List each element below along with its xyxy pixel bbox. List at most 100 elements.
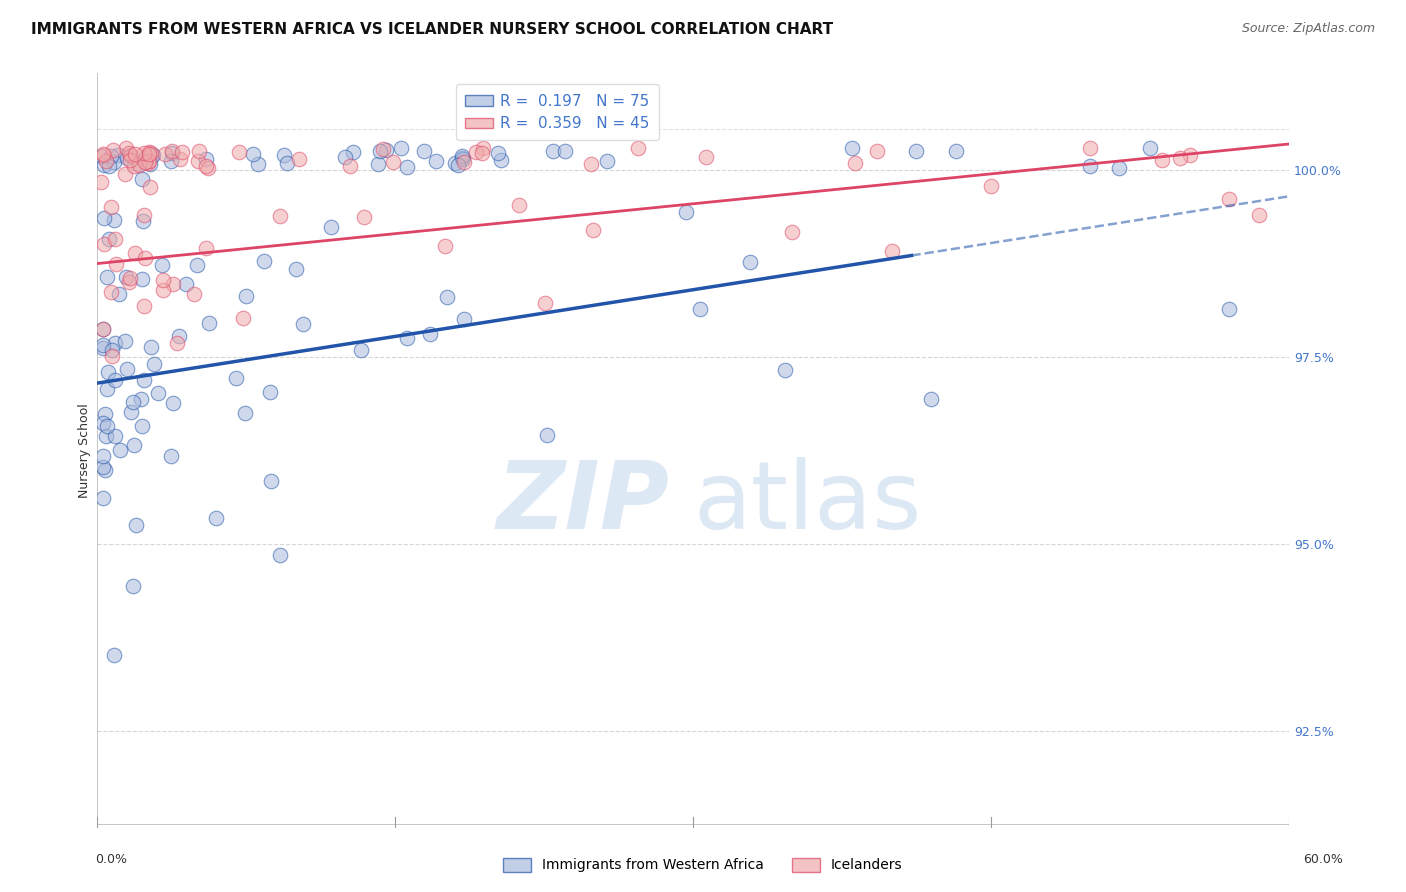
Legend: R =  0.197   N = 75, R =  0.359   N = 45: R = 0.197 N = 75, R = 0.359 N = 45 xyxy=(456,85,659,140)
Point xyxy=(91,322,114,336)
Point xyxy=(453,155,475,169)
Point xyxy=(259,384,281,399)
Point xyxy=(131,392,153,407)
Point xyxy=(382,155,405,169)
Text: ZIP: ZIP xyxy=(496,458,669,549)
Point xyxy=(136,150,159,164)
Point xyxy=(395,331,418,345)
Point xyxy=(101,143,124,157)
Point xyxy=(1078,141,1101,155)
Point xyxy=(197,317,219,331)
Text: IMMIGRANTS FROM WESTERN AFRICA VS ICELANDER NURSERY SCHOOL CORRELATION CHART: IMMIGRANTS FROM WESTERN AFRICA VS ICELAN… xyxy=(31,22,834,37)
Point xyxy=(1178,148,1201,162)
Point xyxy=(152,273,174,287)
Point xyxy=(115,141,138,155)
Point xyxy=(228,145,250,159)
Point xyxy=(627,141,650,155)
Point xyxy=(134,209,156,223)
Point xyxy=(150,258,173,272)
Point xyxy=(103,648,125,662)
Point xyxy=(980,179,1002,194)
Point xyxy=(93,237,115,252)
Point xyxy=(444,156,467,170)
Point xyxy=(132,373,155,387)
Point xyxy=(1218,302,1240,317)
Point xyxy=(94,407,117,421)
Text: atlas: atlas xyxy=(693,458,921,549)
Point xyxy=(121,578,143,592)
Point xyxy=(134,299,156,313)
Point xyxy=(96,382,118,396)
Point xyxy=(269,210,291,224)
Point xyxy=(1168,151,1191,165)
Point xyxy=(339,159,361,173)
Point xyxy=(489,153,512,168)
Point xyxy=(108,443,131,458)
Point xyxy=(370,144,392,158)
Point xyxy=(350,343,373,357)
Point xyxy=(90,175,112,189)
Point xyxy=(124,147,146,161)
Point xyxy=(124,246,146,260)
Point xyxy=(582,223,605,237)
Point xyxy=(413,144,436,158)
Point xyxy=(138,154,160,169)
Point xyxy=(450,149,472,163)
Point xyxy=(120,148,142,162)
Point xyxy=(472,141,495,155)
Point xyxy=(91,321,114,335)
Point xyxy=(541,145,564,159)
Point xyxy=(464,145,486,159)
Point xyxy=(260,474,283,488)
Point xyxy=(93,147,115,161)
Point xyxy=(945,144,967,158)
Point xyxy=(115,362,138,376)
Point xyxy=(841,141,863,155)
Point xyxy=(91,147,114,161)
Point xyxy=(167,329,190,343)
Point xyxy=(96,418,118,433)
Point xyxy=(120,153,142,168)
Point xyxy=(371,141,394,155)
Point xyxy=(775,363,797,377)
Point xyxy=(396,161,419,175)
Point xyxy=(333,150,356,164)
Text: 60.0%: 60.0% xyxy=(1303,853,1343,865)
Point xyxy=(866,144,889,158)
Point xyxy=(97,365,120,379)
Point xyxy=(273,148,295,162)
Point xyxy=(195,159,218,173)
Point xyxy=(160,145,183,159)
Point xyxy=(536,428,558,442)
Point xyxy=(91,417,114,431)
Point xyxy=(160,449,183,463)
Point xyxy=(100,200,122,214)
Point xyxy=(554,144,576,158)
Point xyxy=(122,438,145,452)
Point xyxy=(174,277,197,292)
Point xyxy=(103,155,125,169)
Point xyxy=(152,283,174,297)
Point xyxy=(114,167,136,181)
Point xyxy=(235,289,257,303)
Text: Source: ZipAtlas.com: Source: ZipAtlas.com xyxy=(1241,22,1375,36)
Point xyxy=(134,154,156,169)
Point xyxy=(160,145,183,160)
Point xyxy=(104,335,127,350)
Point xyxy=(904,145,927,159)
Point xyxy=(453,312,475,326)
Point xyxy=(114,334,136,348)
Point xyxy=(342,145,364,159)
Point xyxy=(425,153,447,168)
Point xyxy=(782,225,804,239)
Point xyxy=(125,518,148,533)
Point xyxy=(292,317,315,331)
Point xyxy=(91,459,114,474)
Point xyxy=(136,156,159,170)
Point xyxy=(247,156,270,170)
Point xyxy=(1152,153,1174,167)
Point xyxy=(1249,208,1271,222)
Point xyxy=(276,156,298,170)
Point xyxy=(689,301,711,316)
Point xyxy=(740,255,762,269)
